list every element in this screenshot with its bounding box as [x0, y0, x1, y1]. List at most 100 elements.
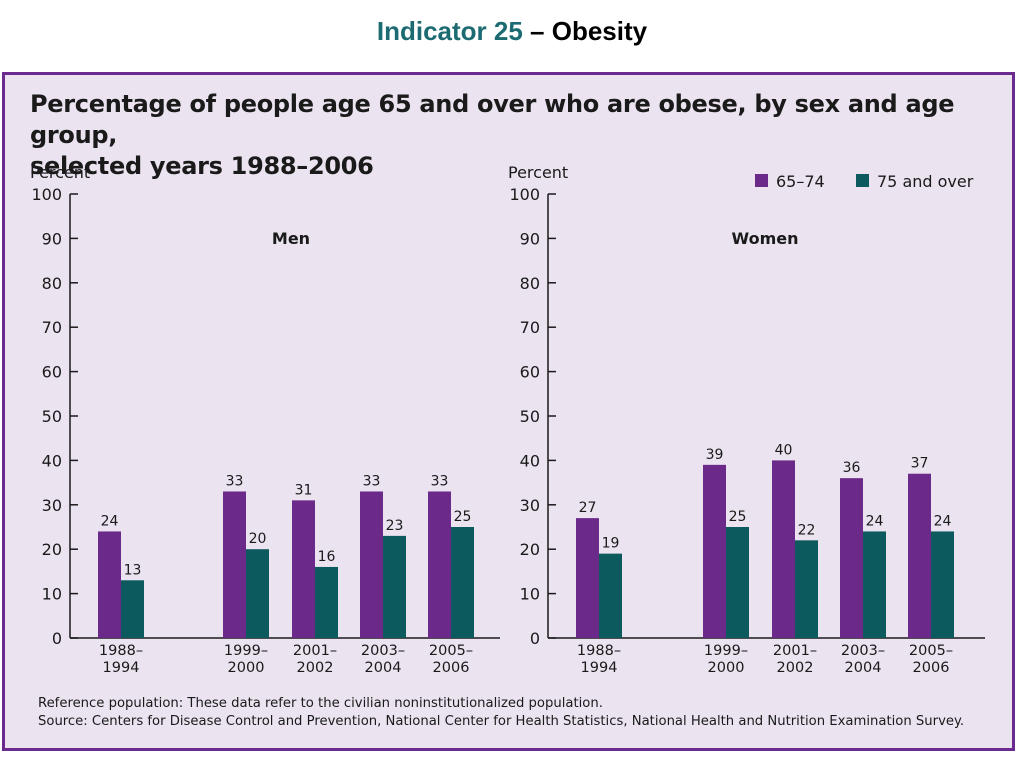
panel-1-ytick-label: 90: [42, 229, 62, 248]
panel-2-bar: [726, 527, 749, 638]
panel-1-category-label: 1988–: [99, 643, 143, 659]
panel-1-bar: [223, 491, 246, 638]
chart-title: Percentage of people age 65 and over who…: [30, 89, 990, 182]
panel-1-category-label: 2004: [365, 660, 402, 676]
panel-2-ytick-label: 10: [520, 585, 540, 604]
panel-2-data-label: 40: [775, 442, 793, 458]
panel-2-data-label: 22: [798, 522, 816, 538]
panel-1-category-label: 2001–: [293, 643, 337, 659]
panel-1-data-label: 31: [295, 482, 313, 498]
panel-2-bar: [703, 464, 726, 638]
panel-2-ylabel: Percent: [508, 163, 568, 182]
panel-1-category-label: 2005–: [429, 643, 473, 659]
panel-2-data-label: 36: [843, 460, 861, 476]
footnotes: Reference population: These data refer t…: [38, 695, 998, 731]
panel-1-ytick-label: 60: [42, 363, 62, 382]
panel-2-ytick-label: 0: [530, 629, 540, 648]
panel-1-ytick-label: 10: [42, 585, 62, 604]
panel-1-ytick-label: 50: [42, 407, 62, 426]
legend-swatch-2: [856, 174, 869, 187]
panel-2-bar: [931, 531, 954, 638]
panel-2-category-label: 2001–: [773, 643, 817, 659]
indicator-topic: – Obesity: [522, 16, 648, 46]
panel-2-category-label: 2002: [777, 660, 814, 676]
panel-1-bar: [292, 500, 315, 638]
panel-2-ytick-label: 30: [520, 496, 540, 515]
panel-2-bar: [772, 460, 795, 638]
panel-1-ytick-label: 40: [42, 451, 62, 470]
chart-title-line-2: selected years 1988–2006: [30, 152, 374, 180]
panel-1-bar: [360, 491, 383, 638]
panel-2-category-label: 2000: [708, 660, 745, 676]
panel-2-bar: [576, 518, 599, 638]
panel-2-category-label: 2003–: [841, 643, 885, 659]
panel-2-data-label: 24: [934, 513, 952, 529]
panel-2-ytick-label: 80: [520, 274, 540, 293]
panel-1-category-label: 2000: [228, 660, 265, 676]
panel-2-data-label: 27: [579, 500, 597, 516]
panel-2-ytick-label: 50: [520, 407, 540, 426]
reference-note: Reference population: These data refer t…: [38, 696, 603, 711]
panel-2-ytick-label: 20: [520, 540, 540, 559]
panel-1-category-label: 2006: [433, 660, 470, 676]
panel-2-bar: [840, 478, 863, 638]
panel-2-ytick-label: 40: [520, 451, 540, 470]
panel-2-data-label: 39: [706, 447, 724, 463]
panel-1-ytick-label: 20: [42, 540, 62, 559]
panel-2-data-label: 25: [729, 509, 747, 525]
panel-2-data-label: 37: [911, 456, 929, 472]
panel-1-category-label: 2002: [297, 660, 334, 676]
panel-2-ytick-label: 70: [520, 318, 540, 337]
panel-2-category-label: 2005–: [909, 643, 953, 659]
panel-2-ytick-label: 60: [520, 363, 540, 382]
panel-1-data-label: 24: [101, 513, 119, 529]
chart-title-line-1: Percentage of people age 65 and over who…: [30, 90, 955, 149]
panel-1-data-label: 33: [363, 473, 381, 489]
panel-2-bar: [795, 540, 818, 638]
panel-1-data-label: 25: [454, 509, 472, 525]
panel-1-ytick-label: 30: [42, 496, 62, 515]
panel-2-title: Women: [732, 229, 799, 248]
panel-1-ytick-label: 70: [42, 318, 62, 337]
panel-1-ytick-label: 100: [31, 185, 62, 204]
panel-2-data-label: 19: [602, 536, 620, 552]
panel-2-ytick-label: 100: [509, 185, 540, 204]
panel-2-category-label: 1988–: [577, 643, 621, 659]
panel-2-category-label: 1994: [581, 660, 618, 676]
panel-1-ytick-label: 0: [52, 629, 62, 648]
panel-1-category-label: 1999–: [224, 643, 268, 659]
panel-1-bar: [428, 491, 451, 638]
panel-1-data-label: 33: [431, 473, 449, 489]
panel-2-data-label: 24: [866, 513, 884, 529]
panel-1-data-label: 23: [386, 518, 404, 534]
page-title: Indicator 25 – Obesity: [0, 16, 1024, 47]
panel-2-category-label: 1999–: [704, 643, 748, 659]
legend-label-2: 75 and over: [877, 172, 974, 191]
legend-label-1: 65–74: [776, 172, 825, 191]
panel-2-category-label: 2006: [913, 660, 950, 676]
panel-2-bar: [908, 473, 931, 638]
panel-1-data-label: 16: [318, 549, 336, 565]
legend-swatch-1: [755, 174, 768, 187]
panel-2-bar: [599, 553, 622, 638]
panel-1-bar: [98, 531, 121, 638]
panel-2-ytick-label: 90: [520, 229, 540, 248]
panel-1-ytick-label: 80: [42, 274, 62, 293]
panel-1-bar: [121, 580, 144, 638]
panel-2-category-label: 2004: [845, 660, 882, 676]
panel-1-category-label: 2003–: [361, 643, 405, 659]
panel-1-category-label: 1994: [103, 660, 140, 676]
indicator-number: Indicator 25: [376, 16, 523, 46]
panel-1-data-label: 33: [226, 473, 244, 489]
panel-1-bar: [451, 527, 474, 638]
source-note: Source: Centers for Disease Control and …: [38, 714, 965, 729]
panel-1-title: Men: [272, 229, 310, 248]
panel-1-bar: [383, 535, 406, 638]
panel-2-bar: [863, 531, 886, 638]
panel-1-data-label: 20: [249, 531, 267, 547]
panel-1-ylabel: Percent: [30, 163, 90, 182]
panel-1-bar: [246, 549, 269, 638]
panel-1-data-label: 13: [124, 562, 142, 578]
panel-1-bar: [315, 566, 338, 638]
